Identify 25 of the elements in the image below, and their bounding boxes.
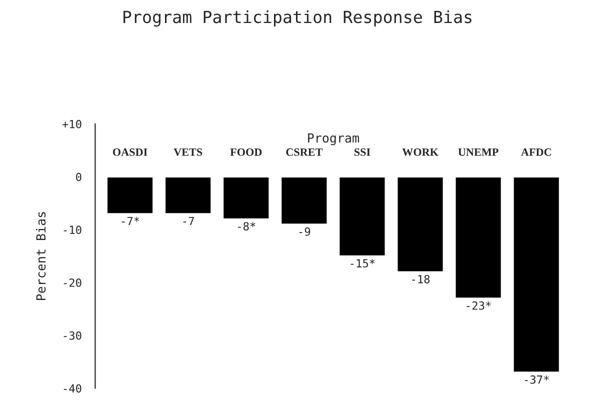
data-label: -37* xyxy=(524,375,549,384)
x-tick-label: OASDI xyxy=(112,148,148,156)
x-tick-label: CSRET xyxy=(286,148,323,156)
x-tick-label: AFDC xyxy=(521,148,551,156)
data-label: -23* xyxy=(466,301,491,310)
data-label: -8* xyxy=(238,222,256,230)
data-label: -18 xyxy=(412,274,430,284)
x-tick-label: WORK xyxy=(402,148,438,156)
y-tick-label: 0 xyxy=(76,172,82,182)
x-tick-label: UNEMP xyxy=(458,148,498,156)
x-axis-title: Program xyxy=(308,133,359,146)
data-label: -7* xyxy=(122,216,140,226)
y-tick-label: -40 xyxy=(64,384,82,393)
x-tick-label: FOOD xyxy=(230,148,262,156)
chart-title: Program Participation Response Bias xyxy=(124,10,472,27)
x-tick-label: VETS xyxy=(174,148,202,156)
y-tick-label: -20 xyxy=(64,278,82,287)
y-tick-label: -30 xyxy=(64,331,82,340)
y-tick-label: -10 xyxy=(64,226,82,234)
y-axis-title: Percent Bias xyxy=(36,212,46,300)
data-label: -9 xyxy=(299,227,310,236)
data-label: -7 xyxy=(183,216,194,226)
data-label: -15* xyxy=(350,259,375,268)
x-tick-label: SSI xyxy=(354,148,370,156)
y-tick-label: +10 xyxy=(62,120,82,128)
